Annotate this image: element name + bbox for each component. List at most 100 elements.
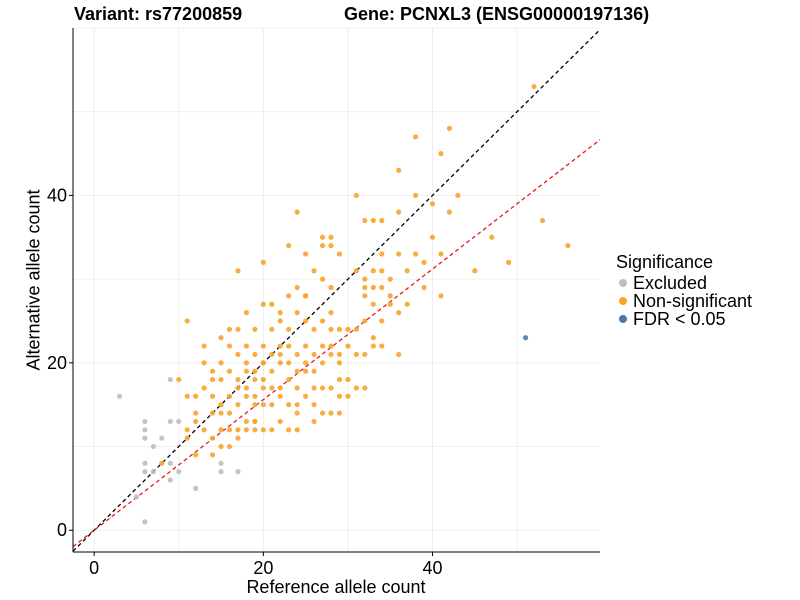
point-non-significant [328, 243, 334, 249]
point-non-significant [353, 268, 359, 274]
point-non-significant [201, 385, 207, 391]
point-non-significant [218, 335, 224, 341]
point-non-significant [396, 209, 402, 215]
point-non-significant [218, 360, 224, 366]
point-non-significant [362, 318, 368, 324]
point-non-significant [286, 360, 292, 366]
point-non-significant [252, 402, 258, 408]
point-non-significant [201, 343, 207, 349]
point-non-significant [209, 435, 216, 441]
point-non-significant [319, 234, 326, 240]
y-axis-title: Alternative allele count [23, 189, 44, 371]
point-non-significant [446, 125, 453, 132]
point-excluded [167, 460, 173, 466]
point-non-significant [362, 385, 368, 391]
identity-line [72, 29, 601, 552]
point-non-significant [193, 452, 199, 458]
point-non-significant [336, 393, 343, 399]
legend-item-fdr: FDR < 0.05 [616, 310, 752, 328]
point-non-significant [277, 351, 283, 358]
point-non-significant [243, 343, 250, 349]
axis-ticks: 0 20 40 0 20 40 [47, 185, 443, 578]
point-non-significant [209, 376, 216, 383]
point-non-significant [218, 443, 224, 450]
point-non-significant [387, 293, 393, 299]
point-non-significant [277, 343, 283, 349]
point-non-significant [294, 402, 300, 408]
point-non-significant [353, 351, 359, 358]
point-non-significant [243, 427, 250, 433]
point-excluded [142, 418, 148, 425]
point-excluded [142, 427, 148, 433]
point-non-significant [286, 326, 292, 332]
point-non-significant [336, 326, 343, 332]
point-non-significant [370, 284, 376, 291]
point-non-significant [311, 326, 317, 332]
point-excluded [167, 418, 173, 425]
point-non-significant [294, 385, 300, 391]
point-non-significant [429, 234, 436, 240]
point-non-significant [218, 410, 224, 416]
point-non-significant [446, 209, 453, 215]
gene-title: Gene: PCNXL3 (ENSG00000197136) [344, 4, 650, 24]
point-excluded [167, 376, 173, 383]
point-non-significant [370, 217, 376, 224]
point-non-significant [260, 402, 266, 408]
point-non-significant [226, 326, 233, 332]
point-non-significant [286, 402, 292, 408]
point-non-significant [277, 385, 283, 391]
legend-item-non-significant: Non-significant [616, 292, 752, 310]
point-non-significant [336, 376, 343, 383]
point-non-significant [303, 343, 309, 349]
point-non-significant [277, 318, 283, 324]
point-excluded [167, 477, 173, 483]
point-non-significant [412, 192, 419, 199]
point-non-significant [184, 318, 190, 324]
point-non-significant [184, 435, 190, 441]
point-excluded [116, 393, 123, 399]
point-non-significant [235, 351, 241, 358]
reference-lines [72, 29, 601, 552]
point-non-significant [243, 418, 250, 425]
point-non-significant [345, 343, 351, 349]
data-points [116, 83, 571, 525]
point-non-significant [379, 318, 385, 324]
point-non-significant [176, 376, 182, 383]
point-non-significant [362, 293, 368, 299]
point-non-significant [243, 393, 250, 399]
point-non-significant [370, 343, 376, 349]
axes [72, 28, 600, 553]
point-non-significant [294, 410, 300, 416]
point-non-significant [201, 427, 207, 433]
point-non-significant [303, 293, 309, 299]
point-excluded [142, 519, 148, 525]
point-non-significant [269, 385, 275, 391]
point-non-significant [379, 268, 385, 274]
legend-label-excluded: Excluded [633, 273, 708, 293]
point-non-significant [226, 343, 233, 349]
point-non-significant [328, 351, 334, 358]
point-non-significant [370, 335, 376, 341]
point-non-significant [226, 410, 233, 416]
point-non-significant [218, 376, 224, 383]
point-non-significant [328, 343, 334, 349]
point-non-significant [269, 402, 275, 408]
point-excluded [218, 469, 224, 475]
point-non-significant [286, 293, 292, 299]
point-excluded [235, 469, 241, 475]
point-non-significant [235, 385, 241, 391]
point-non-significant [226, 443, 233, 450]
point-non-significant [353, 326, 359, 332]
point-non-significant [294, 284, 300, 291]
point-non-significant [319, 360, 326, 366]
point-non-significant [226, 368, 233, 374]
point-non-significant [370, 268, 376, 274]
point-non-significant [379, 217, 385, 224]
point-non-significant [235, 376, 241, 383]
y-tick-label: 40 [47, 185, 67, 205]
point-non-significant [311, 368, 317, 374]
x-tick-label: 40 [422, 558, 442, 578]
point-non-significant [193, 393, 199, 399]
x-axis-title: Reference allele count [246, 577, 426, 597]
point-non-significant [379, 284, 385, 291]
